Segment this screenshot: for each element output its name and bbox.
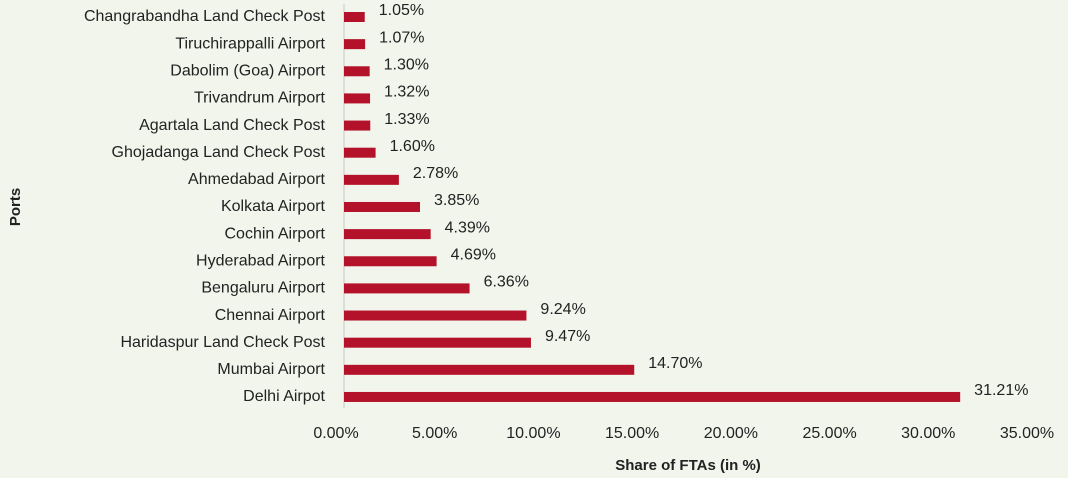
data-label: 1.07% <box>379 29 424 46</box>
y-tick-label: Cochin Airport <box>225 225 326 242</box>
data-label: 4.69% <box>451 246 496 263</box>
y-tick-label: Agartala Land Check Post <box>139 117 325 134</box>
data-label: 14.70% <box>648 355 702 372</box>
bar <box>344 147 376 158</box>
y-tick-label: Kolkata Airport <box>221 198 326 215</box>
x-tick-label: 25.00% <box>802 425 856 442</box>
data-label: 2.78% <box>413 165 458 182</box>
y-tick-label: Tiruchirappalli Airport <box>175 35 325 52</box>
bar <box>344 12 365 22</box>
data-label: 1.30% <box>384 56 429 73</box>
bar <box>344 39 366 50</box>
data-label: 6.36% <box>484 274 529 291</box>
y-tick-label: Ahmedabad Airport <box>188 171 326 188</box>
y-tick-label: Dabolim (Goa) Airport <box>170 62 325 79</box>
x-tick-label: 30.00% <box>901 425 955 442</box>
x-tick-label: 15.00% <box>605 425 659 442</box>
y-tick-label: Bengaluru Airport <box>201 280 325 297</box>
y-tick-label: Ghojadanga Land Check Post <box>112 144 326 161</box>
bar <box>344 93 371 104</box>
data-label: 1.60% <box>390 138 435 155</box>
y-tick-label: Mumbai Airport <box>217 361 325 378</box>
bar <box>344 120 371 131</box>
x-axis-label: Share of FTAs (in %) <box>615 457 761 474</box>
data-label: 3.85% <box>434 192 479 209</box>
data-label: 4.39% <box>445 219 490 236</box>
data-label: 1.05% <box>379 2 424 19</box>
bar <box>344 337 531 348</box>
y-tick-label: Delhi Airpot <box>243 388 325 405</box>
data-label: 1.32% <box>384 84 429 101</box>
bar <box>344 283 470 294</box>
y-tick-label: Chennai Airport <box>215 307 326 324</box>
x-tick-label: 5.00% <box>412 425 457 442</box>
x-tick-label: 20.00% <box>704 425 758 442</box>
x-tick-label: 10.00% <box>506 425 560 442</box>
y-tick-label: Hyderabad Airport <box>196 252 326 269</box>
x-tick-label: 0.00% <box>313 425 358 442</box>
y-tick-label: Changrabandha Land Check Post <box>84 8 326 25</box>
bar <box>344 174 399 185</box>
data-label: 9.47% <box>545 328 590 345</box>
data-label: 31.21% <box>974 382 1028 399</box>
y-axis-label: Ports <box>7 188 24 226</box>
bar <box>344 256 437 267</box>
x-tick-label: 35.00% <box>1000 425 1054 442</box>
data-label: 1.33% <box>384 111 429 128</box>
bar <box>344 391 961 402</box>
y-tick-label: Trivandrum Airport <box>194 90 326 107</box>
bar <box>344 201 421 212</box>
bar <box>344 229 431 240</box>
bar <box>344 66 370 77</box>
data-label: 9.24% <box>540 301 585 318</box>
bar <box>344 310 527 321</box>
y-tick-label: Haridaspur Land Check Post <box>120 334 325 351</box>
bar <box>344 364 635 375</box>
